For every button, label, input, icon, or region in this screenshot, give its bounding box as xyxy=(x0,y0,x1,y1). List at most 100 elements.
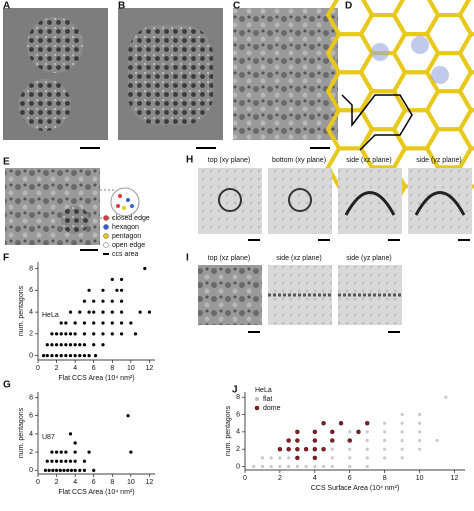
point xyxy=(50,450,54,454)
point xyxy=(73,468,77,472)
legend-label: ccs area xyxy=(112,251,139,258)
point xyxy=(78,354,82,358)
point xyxy=(82,299,87,303)
point xyxy=(348,430,352,434)
point xyxy=(330,447,334,451)
point xyxy=(400,447,404,451)
point xyxy=(50,354,54,358)
tomogram xyxy=(198,265,262,325)
point xyxy=(59,332,63,336)
point xyxy=(356,429,361,435)
annotation: HeLa xyxy=(42,312,59,319)
panel-label: G xyxy=(3,380,11,391)
point xyxy=(295,464,299,469)
point xyxy=(68,332,73,336)
point xyxy=(418,412,422,417)
point xyxy=(68,343,73,347)
point xyxy=(400,456,404,460)
point xyxy=(269,456,273,460)
point xyxy=(295,429,300,435)
point xyxy=(45,354,49,358)
point xyxy=(365,464,369,469)
tomogram xyxy=(198,168,262,234)
point xyxy=(119,299,124,303)
point xyxy=(330,438,335,443)
point xyxy=(101,343,105,347)
x-tick-label: 8 xyxy=(110,365,114,372)
view-label: side (yz plane) xyxy=(416,157,462,164)
x-tick-label: 0 xyxy=(36,365,40,372)
y-tick-label: 0 xyxy=(236,463,240,470)
x-tick-label: 4 xyxy=(313,475,317,482)
point xyxy=(338,421,344,426)
x-axis-label: Flat CCS Area (10⁴ nm²) xyxy=(58,489,134,496)
panel-label: A xyxy=(3,1,10,12)
point xyxy=(78,310,82,314)
point xyxy=(66,468,70,472)
y-tick-label: 2 xyxy=(236,446,240,453)
point xyxy=(87,310,91,314)
inset-dot xyxy=(118,194,122,198)
hexagon xyxy=(457,0,474,37)
point xyxy=(295,447,300,452)
lattice xyxy=(128,25,213,125)
feature xyxy=(344,191,396,216)
point xyxy=(129,321,133,325)
point xyxy=(110,332,114,336)
point xyxy=(54,450,59,454)
view-label: side (yz plane) xyxy=(346,255,392,262)
point xyxy=(435,438,439,443)
point xyxy=(119,277,124,282)
inset-dot xyxy=(126,198,130,202)
point xyxy=(62,468,66,472)
point xyxy=(400,412,404,417)
point xyxy=(73,354,77,358)
y-axis-label: num. pentagons xyxy=(225,405,232,456)
point xyxy=(82,354,87,358)
point xyxy=(68,432,73,436)
inset-circle xyxy=(110,187,140,217)
point xyxy=(59,354,63,358)
legend-label: dome xyxy=(263,405,281,412)
point xyxy=(101,321,105,325)
point xyxy=(59,321,63,325)
point xyxy=(129,450,133,454)
point xyxy=(321,421,326,426)
point xyxy=(68,310,73,314)
point xyxy=(287,456,291,460)
y-tick-label: 0 xyxy=(29,467,33,474)
legend-marker xyxy=(255,397,259,401)
panel-label: J xyxy=(232,385,238,396)
point xyxy=(330,456,334,460)
point xyxy=(58,468,62,472)
point xyxy=(313,464,317,469)
x-tick-label: 10 xyxy=(127,479,135,486)
point xyxy=(418,438,422,443)
point xyxy=(295,438,300,443)
x-tick-label: 8 xyxy=(383,475,387,482)
point xyxy=(269,464,273,469)
point xyxy=(101,332,105,336)
x-axis-label: CCS Surface Area (10⁴ nm²) xyxy=(311,485,400,492)
point xyxy=(110,277,114,282)
point xyxy=(321,447,326,452)
point xyxy=(59,450,63,454)
panel-h-images xyxy=(198,168,472,241)
annotation: U87 xyxy=(42,434,55,441)
image-c xyxy=(233,8,338,140)
point xyxy=(54,332,59,336)
point xyxy=(68,354,73,358)
point xyxy=(50,332,54,336)
y-tick-label: 4 xyxy=(236,429,240,436)
point xyxy=(92,332,96,336)
point xyxy=(93,354,98,358)
point xyxy=(252,464,256,469)
point xyxy=(277,447,283,452)
point xyxy=(312,447,318,452)
point xyxy=(82,332,87,336)
point xyxy=(92,299,96,303)
point xyxy=(126,414,130,418)
y-tick-label: 8 xyxy=(236,394,240,401)
point xyxy=(383,421,387,425)
